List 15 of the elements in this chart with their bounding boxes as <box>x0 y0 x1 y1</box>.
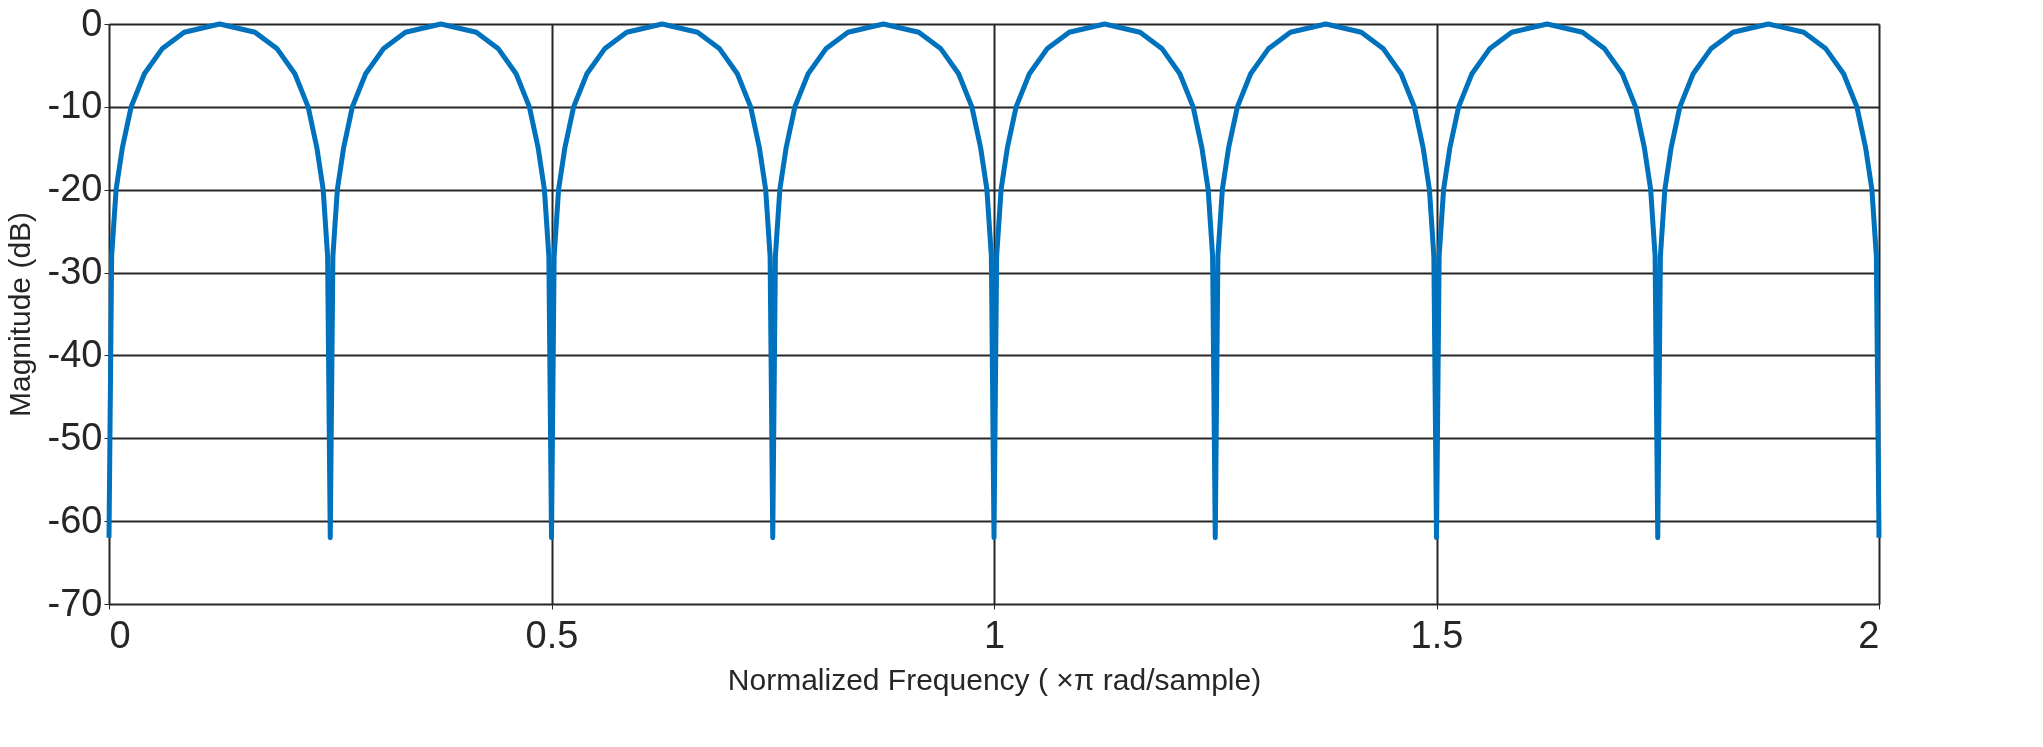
x-tick-label: 1.5 <box>1410 613 1464 656</box>
y-tick-label: -30 <box>47 250 103 293</box>
y-tick-label: -10 <box>47 84 103 127</box>
x-tick-label: 1 <box>983 613 1006 656</box>
x-tick-label: 2 <box>1858 613 1880 656</box>
y-tick-label: -40 <box>47 332 103 375</box>
y-axis-title: Magnitude (dB) <box>2 211 36 418</box>
y-tick-label: -50 <box>47 415 103 458</box>
y-tick-label: -20 <box>47 167 103 210</box>
y-tick-label: 0 <box>81 1 103 44</box>
y-tick-label: -70 <box>47 581 103 624</box>
x-axis-title: Normalized Frequency ( ×π rad/sample) <box>727 662 1262 696</box>
y-tick-label: -60 <box>47 498 103 541</box>
x-tick-label: 0 <box>109 613 131 656</box>
x-tick-label: 0.5 <box>525 613 579 656</box>
